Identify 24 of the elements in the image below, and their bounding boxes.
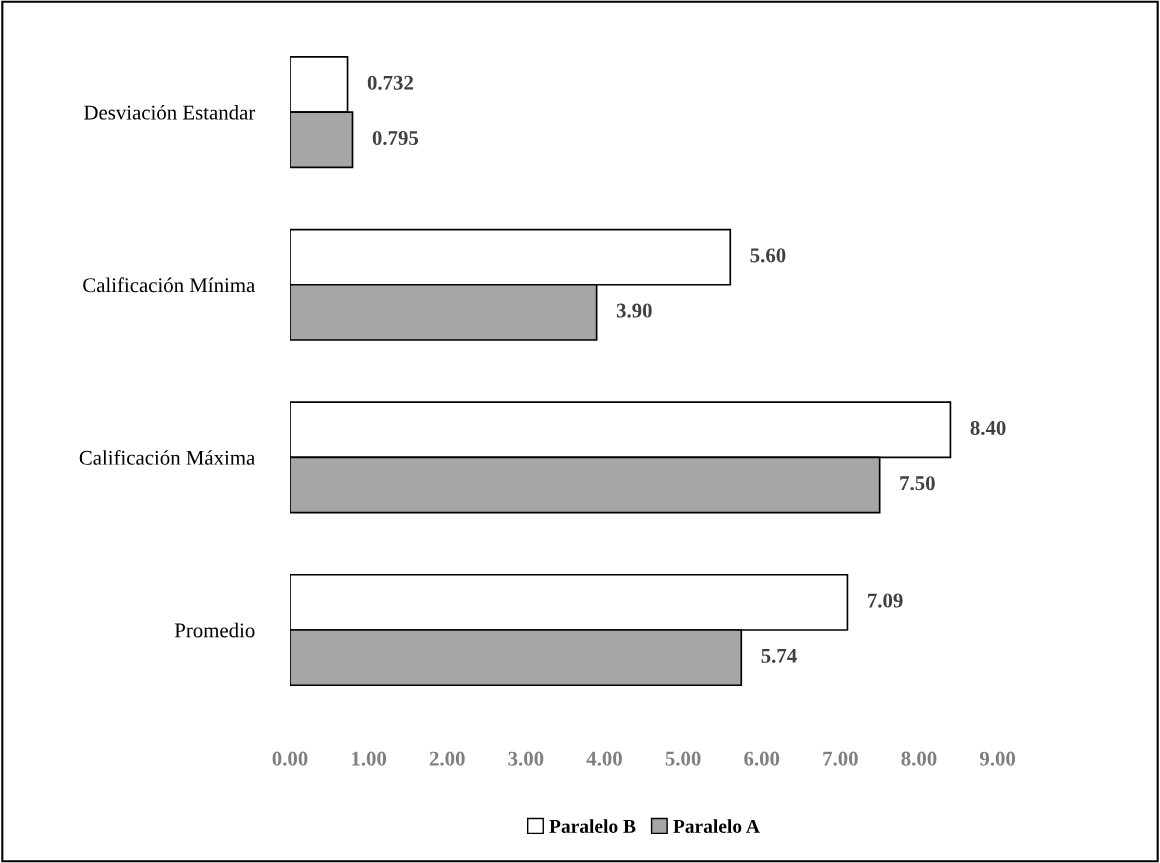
data-label: 0.732 — [367, 75, 413, 90]
x-tick-label: 9.00 — [979, 751, 1016, 766]
x-tick-label: 5.00 — [665, 751, 701, 766]
legend-label: Paralelo B — [549, 819, 636, 833]
x-tick-label: 8.00 — [901, 751, 937, 766]
y-tick-label: Calificación Mínima — [83, 277, 255, 293]
y-tick-label: Desviación Estandar — [84, 104, 256, 120]
data-label: 5.60 — [750, 248, 786, 263]
y-tick-label: Promedio — [174, 622, 255, 638]
x-tick-label: 1.00 — [352, 751, 387, 766]
data-label: 5.74 — [761, 648, 797, 663]
data-label: 7.50 — [900, 476, 935, 491]
x-tick-label: 3.00 — [508, 751, 544, 766]
x-tick-label: 4.00 — [586, 751, 622, 766]
data-label: 8.40 — [970, 420, 1006, 436]
x-tick-label: 6.00 — [744, 751, 780, 766]
data-label: 7.09 — [868, 593, 903, 608]
y-tick-label: Calificación Máxima — [79, 449, 255, 465]
data-label: 0.795 — [372, 130, 419, 146]
x-tick-label: 2.00 — [429, 751, 465, 766]
data-label: 3.90 — [616, 303, 652, 318]
x-tick-label: 0.00 — [272, 751, 308, 766]
legend-label: Paralelo A — [673, 819, 760, 833]
x-tick-label: 7.00 — [823, 751, 858, 766]
